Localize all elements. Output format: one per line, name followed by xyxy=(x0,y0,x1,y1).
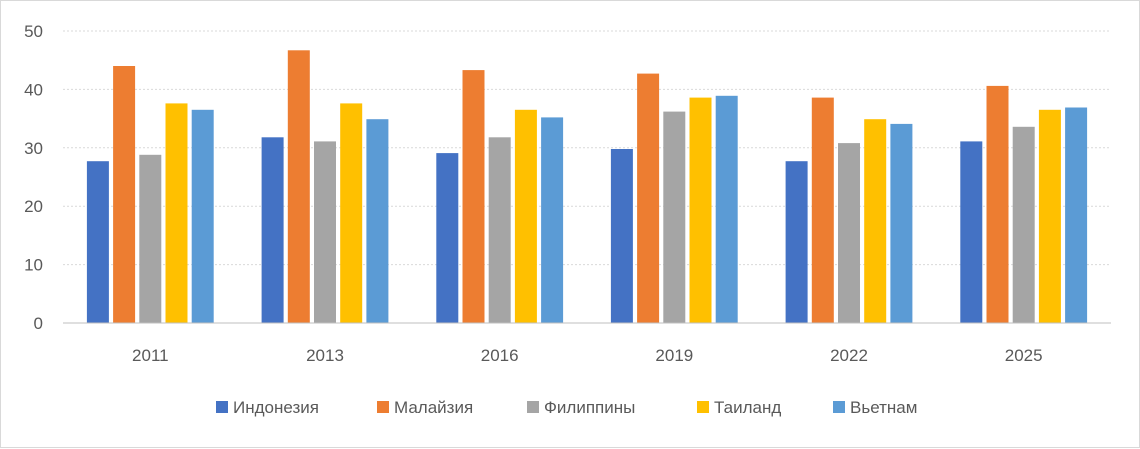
bar xyxy=(1065,107,1088,323)
bar xyxy=(541,117,564,324)
x-tick-label: 2016 xyxy=(481,346,519,365)
y-tick-label: 30 xyxy=(24,139,43,158)
y-tick-label: 50 xyxy=(24,22,43,41)
legend-swatch xyxy=(833,401,845,413)
bar xyxy=(838,143,860,323)
x-tick-label: 2019 xyxy=(655,346,693,365)
bar xyxy=(637,73,660,323)
x-tick-label: 2013 xyxy=(306,346,344,365)
bar xyxy=(462,70,485,323)
bar xyxy=(986,85,1009,324)
bar xyxy=(340,103,363,324)
bar xyxy=(139,154,162,323)
bar xyxy=(960,141,983,323)
bar xyxy=(811,97,834,323)
bar xyxy=(314,141,336,323)
y-tick-label: 40 xyxy=(24,80,43,99)
legend-swatch xyxy=(377,401,389,413)
bar xyxy=(1012,126,1035,323)
bar xyxy=(785,161,808,323)
bar xyxy=(287,50,310,324)
legend-label: Малайзия xyxy=(394,398,473,417)
y-tick-label: 10 xyxy=(24,256,43,275)
legend-swatch xyxy=(697,401,709,413)
bar xyxy=(191,109,214,323)
legend-label: Вьетнам xyxy=(850,398,917,417)
legend-label: Филиппины xyxy=(544,398,635,417)
bars xyxy=(86,50,1088,324)
legend-label: Индонезия xyxy=(233,398,319,417)
bar xyxy=(261,137,284,323)
bar xyxy=(514,109,537,323)
bar xyxy=(715,95,738,323)
y-tick-label: 0 xyxy=(34,314,43,333)
legend-label: Таиланд xyxy=(714,398,781,417)
y-tick-label: 20 xyxy=(24,197,43,216)
bar xyxy=(1038,109,1061,323)
legend-swatch xyxy=(216,401,228,413)
bar xyxy=(864,119,887,323)
legend: Индонезия Малайзия Филиппины Таиланд Вьетнам xyxy=(216,398,917,417)
bar xyxy=(488,137,511,323)
bar xyxy=(890,123,913,324)
x-tick-label: 2022 xyxy=(830,346,868,365)
x-tick-label: 2011 xyxy=(132,346,169,365)
x-tick-label: 2025 xyxy=(1005,346,1043,365)
legend-swatch xyxy=(527,401,539,413)
bar xyxy=(436,153,459,323)
bar xyxy=(165,103,188,324)
bar xyxy=(86,161,109,323)
y-axis-ticks: 0 10 20 30 40 50 xyxy=(24,22,43,333)
gridlines xyxy=(63,30,1111,266)
bar xyxy=(366,119,389,323)
bar xyxy=(663,111,686,323)
bar xyxy=(610,149,633,323)
bar xyxy=(113,66,136,323)
x-axis-ticks: 2011 2013 2016 2019 2022 2025 xyxy=(132,346,1043,365)
bar xyxy=(689,97,712,323)
